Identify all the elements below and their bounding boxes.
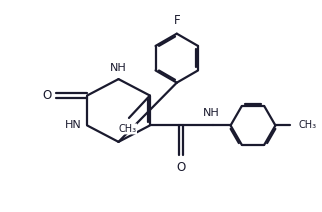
Text: HN: HN [64,120,81,130]
Text: NH: NH [203,108,220,118]
Text: CH₃: CH₃ [118,124,137,134]
Text: F: F [174,14,180,27]
Text: O: O [177,161,186,174]
Text: CH₃: CH₃ [299,120,317,130]
Text: NH: NH [110,63,127,73]
Text: O: O [42,89,51,102]
